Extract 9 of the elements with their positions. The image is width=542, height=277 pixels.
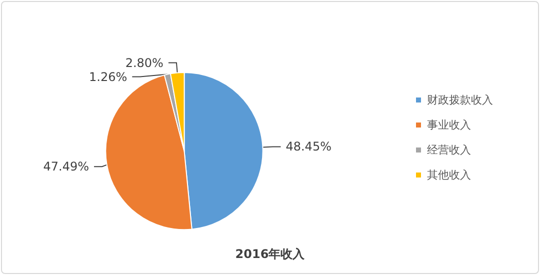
data-label: 2.80% [125,56,164,70]
data-label: 47.49% [43,160,90,174]
legend-label: 其他收入 [427,168,471,182]
data-label: 48.45% [286,140,332,154]
legend-label: 财政拨款收入 [427,94,493,106]
legend-label: 经营收入 [427,144,471,156]
legend-label: 事业收入 [427,118,471,132]
text: 2016年收入 [235,247,306,261]
data-label: 1.26% [89,70,128,84]
